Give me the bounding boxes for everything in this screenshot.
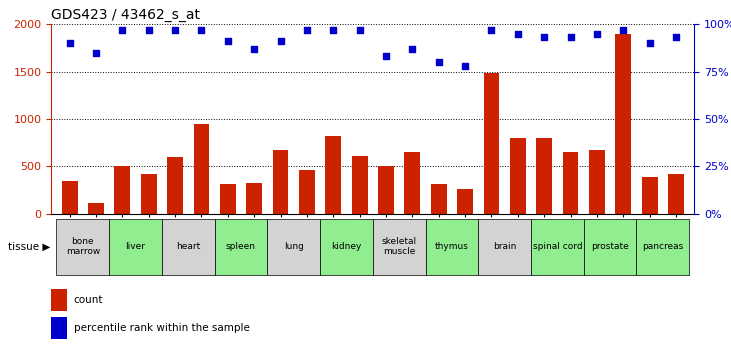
Bar [563,152,578,214]
Bar [215,218,268,275]
Text: spinal cord: spinal cord [533,242,582,251]
Text: kidney: kidney [331,242,362,251]
Bar [352,156,368,214]
Point [327,27,339,32]
Point [618,27,629,32]
Bar [141,174,156,214]
Point [222,38,234,44]
Text: spleen: spleen [226,242,256,251]
Bar [510,138,526,214]
Point [196,27,208,32]
Point [459,63,471,69]
Point [564,35,576,40]
Point [143,27,154,32]
Bar [167,157,183,214]
Point [170,27,181,32]
Point [538,35,550,40]
Point [406,46,418,51]
Bar [325,136,341,214]
Bar [483,72,499,214]
Text: skeletal
muscle: skeletal muscle [382,237,417,256]
Point [433,59,444,65]
Point [512,31,523,36]
Point [90,50,102,55]
Text: brain: brain [493,242,516,251]
Bar [109,218,162,275]
Text: prostate: prostate [591,242,629,251]
Bar [61,181,77,214]
Point [380,53,392,59]
Text: thymus: thymus [435,242,469,251]
Bar [268,218,320,275]
Bar [88,204,104,214]
Bar [531,218,584,275]
Text: liver: liver [126,242,145,251]
Bar [637,218,689,275]
Point [670,35,682,40]
Bar [584,218,637,275]
Point [591,31,603,36]
Point [354,27,366,32]
Bar [537,138,552,214]
Bar [51,289,67,311]
Point [249,46,260,51]
Bar [56,218,109,275]
Bar [273,150,289,214]
Bar [299,170,315,214]
Bar [320,218,373,275]
Bar [246,183,262,214]
Text: heart: heart [176,242,200,251]
Bar [478,218,531,275]
Text: lung: lung [284,242,303,251]
Bar [668,174,684,214]
Bar [220,185,235,214]
Point [275,38,287,44]
Bar [642,177,658,214]
Bar [51,317,67,339]
Bar [194,124,209,214]
Bar [404,152,420,214]
Text: percentile rank within the sample: percentile rank within the sample [74,323,249,333]
Point [644,40,656,46]
Text: GDS423 / 43462_s_at: GDS423 / 43462_s_at [51,8,200,22]
Bar [115,167,130,214]
Text: tissue ▶: tissue ▶ [8,242,50,252]
Text: pancreas: pancreas [643,242,683,251]
Bar [589,150,605,214]
Point [116,27,128,32]
Bar [431,185,447,214]
Point [301,27,313,32]
Bar [373,218,425,275]
Point [64,40,75,46]
Text: count: count [74,295,103,305]
Text: bone
marrow: bone marrow [66,237,100,256]
Point [485,27,497,32]
Bar [425,218,478,275]
Bar [162,218,215,275]
Bar [457,189,473,214]
Bar [378,166,394,214]
Bar [616,33,631,214]
